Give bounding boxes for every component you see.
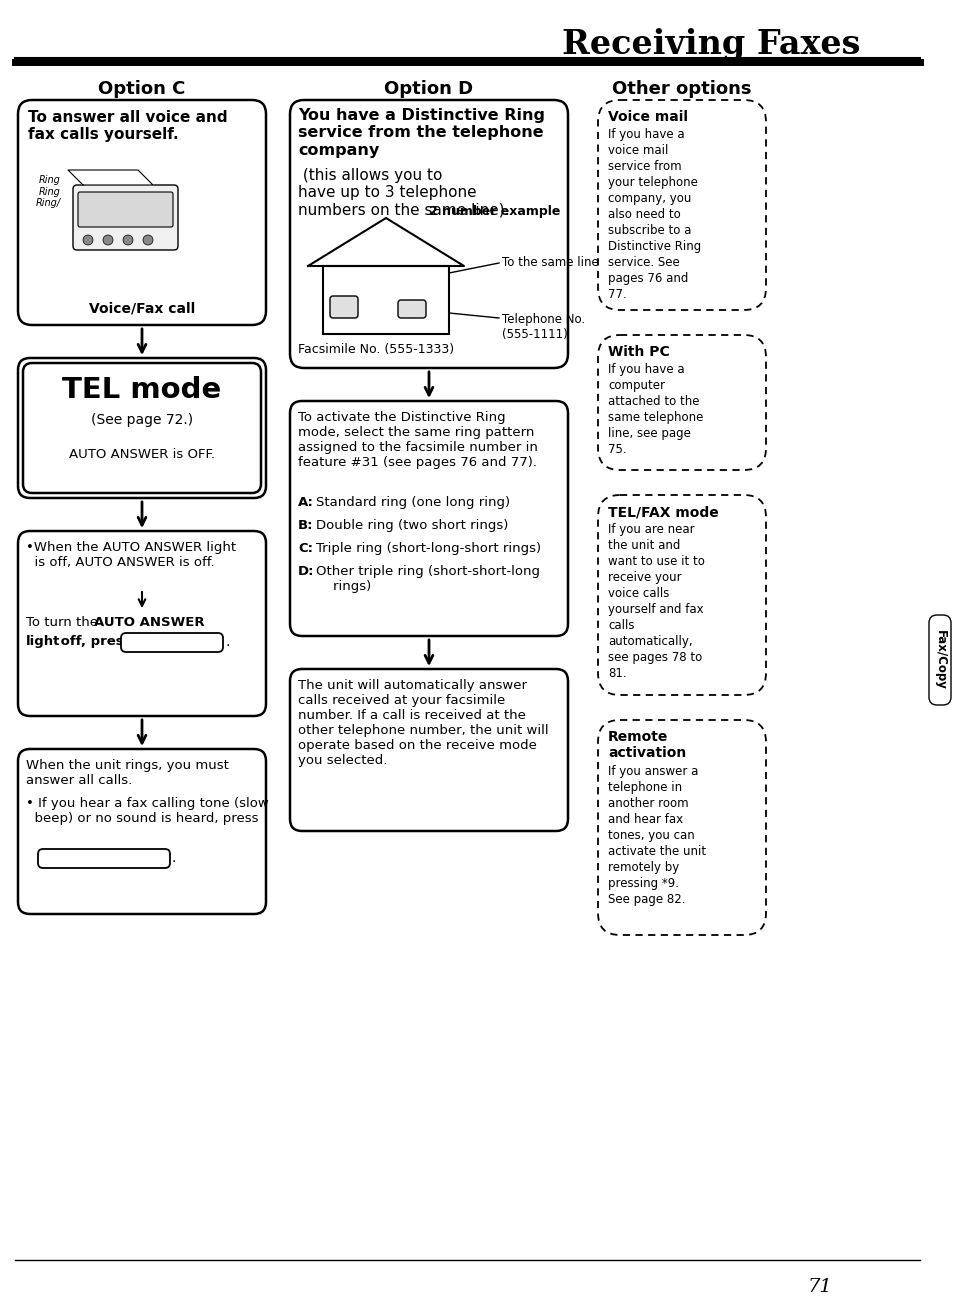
Circle shape: [143, 235, 152, 245]
Text: • If you hear a fax calling tone (slow
  beep) or no sound is heard, press: • If you hear a fax calling tone (slow b…: [26, 797, 269, 825]
Text: 71: 71: [807, 1278, 832, 1296]
Text: light: light: [26, 636, 60, 649]
Bar: [323, 266, 449, 334]
Polygon shape: [308, 218, 463, 266]
Text: Option C: Option C: [98, 80, 186, 98]
Text: A:: A:: [297, 496, 314, 509]
FancyBboxPatch shape: [290, 669, 567, 831]
Text: Receiving Faxes: Receiving Faxes: [561, 27, 859, 61]
Text: If you have a
voice mail
service from
your telephone
company, you
also need to
s: If you have a voice mail service from yo…: [607, 128, 700, 301]
Text: C:: C:: [297, 542, 313, 555]
FancyBboxPatch shape: [23, 363, 261, 493]
FancyBboxPatch shape: [928, 615, 950, 705]
Text: TEL/FAX mode: TEL/FAX mode: [607, 505, 718, 519]
FancyBboxPatch shape: [397, 300, 426, 318]
Text: Facsimile No. (555-1333): Facsimile No. (555-1333): [297, 343, 454, 356]
Text: If you have a
computer
attached to the
same telephone
line, see page
75.: If you have a computer attached to the s…: [607, 363, 702, 455]
Text: AUTO ANSWER: AUTO ANSWER: [94, 616, 204, 629]
Text: When the unit rings, you must
answer all calls.: When the unit rings, you must answer all…: [26, 760, 229, 787]
Text: If you answer a
telephone in
another room
and hear fax
tones, you can
activate t: If you answer a telephone in another roo…: [607, 765, 705, 906]
Text: •When the AUTO ANSWER light
  is off, AUTO ANSWER is off.: •When the AUTO ANSWER light is off, AUTO…: [26, 542, 236, 569]
FancyBboxPatch shape: [598, 335, 765, 470]
Text: B:: B:: [297, 519, 314, 532]
Text: Remote
activation: Remote activation: [607, 729, 685, 761]
FancyBboxPatch shape: [290, 401, 567, 636]
FancyBboxPatch shape: [290, 100, 567, 368]
FancyBboxPatch shape: [598, 720, 765, 934]
Text: TEL mode: TEL mode: [62, 376, 221, 405]
Text: AUTO ANSWER is OFF.: AUTO ANSWER is OFF.: [69, 448, 214, 461]
FancyBboxPatch shape: [18, 100, 266, 325]
Text: (See page 72.): (See page 72.): [91, 412, 193, 427]
Text: off, press: off, press: [56, 636, 136, 649]
FancyBboxPatch shape: [78, 192, 172, 227]
Text: (this allows you to
have up to 3 telephone
numbers on the same line).: (this allows you to have up to 3 telepho…: [297, 168, 509, 218]
Text: To answer all voice and
fax calls yourself.: To answer all voice and fax calls yourse…: [28, 110, 228, 142]
Text: .: .: [226, 636, 230, 650]
FancyBboxPatch shape: [598, 495, 765, 696]
Text: Other triple ring (short-short-long
    rings): Other triple ring (short-short-long ring…: [315, 565, 539, 592]
Polygon shape: [68, 170, 152, 185]
Text: Voice mail: Voice mail: [607, 110, 687, 124]
Text: To the same line: To the same line: [501, 257, 598, 270]
Text: Telephone No.
(555-1111): Telephone No. (555-1111): [501, 313, 584, 341]
Text: If you are near
the unit and
want to use it to
receive your
voice calls
yourself: If you are near the unit and want to use…: [607, 523, 704, 680]
FancyBboxPatch shape: [121, 633, 223, 652]
Text: Other options: Other options: [612, 80, 751, 98]
Text: START/COPY/SET: START/COPY/SET: [55, 852, 152, 865]
Text: Ring
Ring
Ring/: Ring Ring Ring/: [36, 175, 61, 209]
Text: The unit will automatically answer
calls received at your facsimile
number. If a: The unit will automatically answer calls…: [297, 679, 548, 767]
Text: Option D: Option D: [384, 80, 473, 98]
FancyBboxPatch shape: [73, 185, 178, 251]
Text: 2 number example: 2 number example: [428, 205, 559, 218]
Text: D:: D:: [297, 565, 314, 578]
FancyBboxPatch shape: [330, 296, 357, 318]
Text: Triple ring (short-long-short rings): Triple ring (short-long-short rings): [315, 542, 540, 555]
Text: To turn the: To turn the: [26, 616, 102, 629]
Text: .: .: [172, 851, 176, 865]
Text: You have a Distinctive Ring
service from the telephone
company: You have a Distinctive Ring service from…: [297, 108, 544, 158]
FancyBboxPatch shape: [38, 850, 170, 868]
FancyBboxPatch shape: [598, 100, 765, 311]
Text: AUTO ANSWER: AUTO ANSWER: [130, 638, 213, 647]
FancyBboxPatch shape: [18, 358, 266, 499]
Text: Voice/Fax call: Voice/Fax call: [89, 301, 195, 316]
FancyBboxPatch shape: [18, 749, 266, 914]
Text: With PC: With PC: [607, 345, 669, 359]
Text: Fax/Copy: Fax/Copy: [933, 630, 945, 690]
Text: Standard ring (one long ring): Standard ring (one long ring): [315, 496, 510, 509]
Text: To activate the Distinctive Ring
mode, select the same ring pattern
assigned to : To activate the Distinctive Ring mode, s…: [297, 411, 537, 468]
Text: Double ring (two short rings): Double ring (two short rings): [315, 519, 508, 532]
Circle shape: [123, 235, 132, 245]
Circle shape: [83, 235, 92, 245]
Circle shape: [103, 235, 112, 245]
FancyBboxPatch shape: [18, 531, 266, 716]
